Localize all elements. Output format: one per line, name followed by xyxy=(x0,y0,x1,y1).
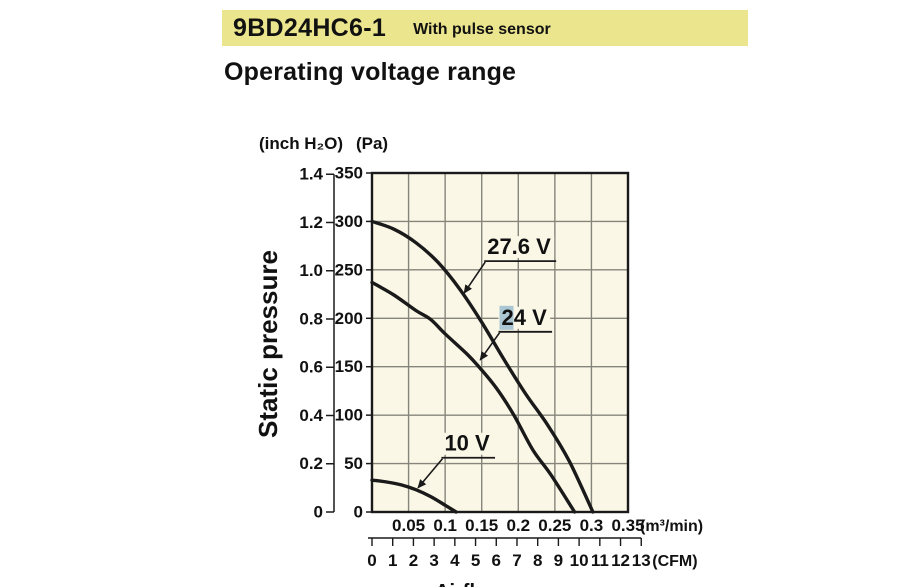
curve-label-bg xyxy=(484,236,555,259)
curve-label-bg xyxy=(441,432,494,455)
pa-tick-label: 50 xyxy=(344,454,363,473)
cfm-tick-label: 6 xyxy=(492,551,501,570)
curve-label-27-6-v: 27.6 V xyxy=(487,234,551,259)
x-tick-label: 0.35 xyxy=(611,516,644,535)
model-variant: With pulse sensor xyxy=(413,21,551,38)
curve-24-v xyxy=(370,280,577,514)
pa-tick-label: 200 xyxy=(335,309,363,328)
model-header-bar: 9BD24HC6-1 With pulse sensor xyxy=(222,10,748,46)
x-tick-label: 0.2 xyxy=(506,516,530,535)
inch-tick-label: 0.4 xyxy=(299,406,323,425)
x-tick-label: 0.15 xyxy=(465,516,498,535)
inch-tick-label: 0.8 xyxy=(299,309,323,328)
cfm-tick-label: 9 xyxy=(554,551,563,570)
pa-tick-label: 100 xyxy=(335,406,363,425)
plot-background xyxy=(372,173,628,512)
curve-label-10-v: 10 V xyxy=(444,431,490,456)
inch-tick-label: 1.2 xyxy=(299,213,323,232)
cfm-tick-label: 3 xyxy=(429,551,438,570)
inch-tick-label: 0.2 xyxy=(299,454,323,473)
inch-tick-label: 0 xyxy=(314,503,323,522)
cfm-tick-label: 10 xyxy=(570,551,589,570)
x-tick-label: 0.1 xyxy=(433,516,457,535)
plot-border xyxy=(370,171,630,514)
x-tick-label: 0.3 xyxy=(580,516,604,535)
cfm-tick-label: 0 xyxy=(367,551,376,570)
cfm-tick-label: 11 xyxy=(591,551,609,570)
curve-leader-arrow xyxy=(417,458,444,489)
curve-leader-arrow xyxy=(479,332,501,361)
pa-tick-label: 300 xyxy=(335,212,363,231)
cfm-tick-label: 2 xyxy=(409,551,418,570)
pa-tick-label: 0 xyxy=(354,503,363,522)
cfm-tick-label: 1 xyxy=(388,551,397,570)
inch-tick-label: 0.6 xyxy=(299,358,323,377)
cfm-unit: (CFM) xyxy=(652,553,697,570)
curve-10-v xyxy=(370,478,458,514)
section-title: Operating voltage range xyxy=(224,58,517,86)
curve-27-6-v xyxy=(370,219,595,514)
pa-tick-label: 250 xyxy=(335,260,363,279)
cfm-tick-label: 8 xyxy=(533,551,542,570)
curve-leader-arrow xyxy=(463,261,486,294)
y-axis-unit-pa: (Pa) xyxy=(356,134,388,153)
y-axis-unit-inch: (inch H₂O) xyxy=(259,134,343,153)
cfm-tick-label: 7 xyxy=(512,551,521,570)
cfm-tick-label: 13 xyxy=(632,551,651,570)
curve-label-highlight xyxy=(499,305,514,330)
x-axis-title-airflow: Airflow xyxy=(435,581,503,587)
inch-tick-label: 1.4 xyxy=(299,165,323,184)
pa-tick-label: 350 xyxy=(335,164,363,183)
y-axis-title: Static pressure xyxy=(253,250,283,438)
curve-label-24-v: 24 V xyxy=(502,305,548,330)
model-number: 9BD24HC6-1 xyxy=(233,13,387,42)
x-tick-label: 0.05 xyxy=(392,516,425,535)
x-axis-unit: (m³/min) xyxy=(640,518,703,535)
cfm-tick-label: 4 xyxy=(450,551,460,570)
x-tick-label: 0.25 xyxy=(538,516,571,535)
pa-tick-label: 150 xyxy=(335,357,363,376)
inch-tick-label: 1.0 xyxy=(299,261,323,280)
cfm-tick-label: 5 xyxy=(471,551,480,570)
cfm-tick-label: 12 xyxy=(611,551,630,570)
